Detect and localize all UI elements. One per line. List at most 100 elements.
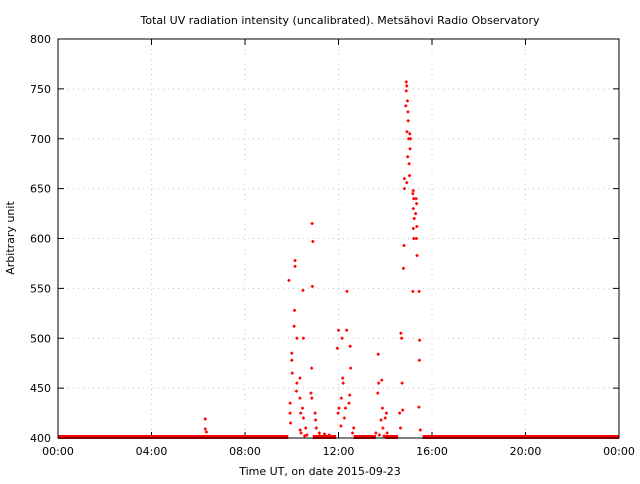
- data-point: [414, 237, 418, 240]
- data-point: [335, 346, 339, 350]
- data-point: [298, 396, 302, 400]
- data-point: [385, 431, 389, 435]
- data-point: [402, 187, 406, 191]
- data-point: [412, 217, 416, 221]
- data-point: [299, 411, 303, 415]
- data-point: [380, 378, 384, 382]
- data-point: [327, 433, 331, 437]
- data-point: [351, 431, 355, 435]
- data-point: [401, 266, 405, 270]
- data-point: [415, 253, 419, 257]
- data-point: [411, 289, 415, 293]
- data-point: [377, 433, 381, 437]
- data-point: [295, 336, 299, 340]
- y-tick-label: 400: [30, 432, 51, 445]
- data-point: [404, 104, 408, 108]
- data-point: [383, 416, 387, 420]
- data-point: [406, 119, 410, 123]
- data-point: [345, 289, 349, 293]
- data-point: [376, 352, 380, 356]
- data-point: [341, 376, 345, 380]
- data-point: [288, 411, 292, 415]
- data-point: [309, 391, 313, 395]
- data-point: [408, 174, 412, 178]
- data-point: [290, 351, 294, 355]
- data-point: [405, 84, 409, 88]
- data-point: [337, 328, 340, 332]
- data-point: [411, 207, 415, 211]
- data-point: [301, 288, 305, 292]
- y-tick-label: 600: [30, 233, 51, 246]
- data-point: [402, 177, 406, 181]
- data-point: [352, 426, 356, 430]
- data-point: [290, 358, 294, 362]
- data-point: [292, 324, 296, 328]
- baseline-points: [385, 435, 399, 440]
- y-tick-label: 550: [30, 282, 51, 295]
- y-tick-label: 450: [30, 382, 51, 395]
- data-point: [381, 426, 385, 430]
- data-point: [408, 132, 412, 136]
- data-point: [345, 328, 349, 332]
- chart-title: Total UV radiation intensity (uncalibrat…: [140, 14, 540, 27]
- data-point: [203, 427, 207, 431]
- data-point: [400, 336, 404, 340]
- data-point: [290, 371, 294, 375]
- data-point: [418, 428, 422, 432]
- y-tick-label: 700: [30, 133, 51, 146]
- data-point: [317, 431, 321, 435]
- data-point: [289, 421, 293, 425]
- data-point: [348, 344, 352, 348]
- data-point: [342, 416, 346, 420]
- data-point: [400, 381, 404, 385]
- data-point: [376, 391, 380, 395]
- data-point: [406, 110, 410, 114]
- x-tick-label: 20:00: [510, 445, 542, 458]
- data-point: [293, 308, 297, 312]
- data-point: [339, 424, 343, 428]
- data-point: [415, 202, 419, 206]
- baseline-points: [58, 435, 289, 440]
- data-point: [337, 406, 341, 410]
- data-point: [301, 406, 305, 410]
- data-point: [298, 376, 302, 380]
- data-point: [411, 227, 415, 231]
- x-tick-label: 08:00: [229, 445, 261, 458]
- data-point: [404, 80, 408, 84]
- data-point: [318, 434, 322, 438]
- data-point: [414, 212, 418, 216]
- data-point: [384, 411, 388, 415]
- data-point: [408, 137, 412, 141]
- y-axis-label: Arbitrary unit: [4, 201, 17, 275]
- data-point: [405, 130, 409, 134]
- plot-frame: [57, 38, 620, 439]
- data-point: [414, 197, 418, 201]
- data-point: [293, 258, 297, 262]
- data-point: [348, 393, 352, 397]
- baseline-points: [422, 435, 619, 440]
- data-point: [287, 278, 291, 282]
- data-point: [203, 417, 207, 421]
- data-point: [303, 434, 307, 438]
- data-point: [407, 162, 411, 166]
- x-tick-label: 16:00: [416, 445, 448, 458]
- data-point: [294, 389, 298, 393]
- data-point: [341, 381, 345, 385]
- y-tick-label: 800: [30, 33, 51, 46]
- data-point: [417, 289, 421, 293]
- x-tick-label: 00:00: [603, 445, 635, 458]
- data-point: [310, 284, 314, 288]
- data-point: [405, 99, 409, 103]
- data-point: [310, 222, 314, 226]
- data-point: [322, 432, 326, 436]
- data-point: [301, 336, 305, 340]
- data-point: [399, 331, 403, 335]
- data-point: [377, 381, 381, 385]
- data-point: [408, 147, 412, 151]
- data-point: [412, 237, 416, 240]
- data-point: [204, 430, 208, 434]
- data-point: [310, 396, 314, 400]
- data-point: [404, 89, 408, 93]
